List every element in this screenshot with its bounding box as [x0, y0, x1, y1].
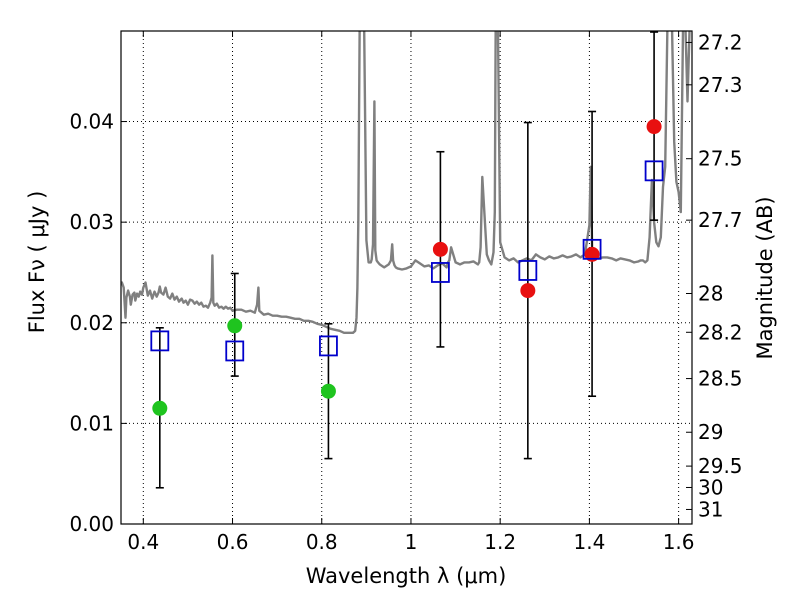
y-tick-label: 0.00 — [69, 512, 114, 536]
x-tick-label: 1.2 — [484, 530, 516, 554]
model-square-point — [150, 330, 170, 352]
observed-circle-point — [432, 241, 448, 257]
mag-tick-label: 27.3 — [698, 73, 743, 97]
model-square-point — [644, 160, 664, 182]
x-tick-label: 1.4 — [573, 530, 605, 554]
y-tick-label: 0.02 — [69, 311, 114, 335]
mag-tick-label: 27.2 — [698, 30, 743, 54]
observed-circle-point — [227, 318, 243, 334]
x-tick-label: 0.6 — [217, 530, 249, 554]
model-square-point — [225, 340, 245, 362]
mag-tick-label: 30 — [698, 475, 723, 499]
mag-tick-label: 29.5 — [698, 454, 743, 478]
model-square-point — [319, 335, 338, 357]
x-tick-label: 1.6 — [663, 530, 695, 554]
observed-circle-point — [646, 119, 662, 135]
model-square-point — [582, 238, 602, 260]
model-square-point — [518, 260, 538, 281]
mag-tick-label: 29 — [698, 420, 723, 444]
y-tick-label: 0.01 — [69, 411, 114, 435]
axis-ticks: 0.4 0.6 0.8 1 1.2 1.4 1.6 0.00 0.01 0.02 0.03 0.04 2… — [69, 30, 742, 554]
mag-tick-label: 31 — [698, 497, 723, 521]
x-tick-label: 1 — [405, 530, 418, 554]
mag-tick-label: 28.5 — [698, 367, 743, 391]
mag-tick-label: 28.2 — [698, 320, 743, 344]
y-axis-right-label: Magnitude (AB) — [753, 196, 777, 359]
mag-tick-label: 27.5 — [698, 147, 743, 171]
observed-circle-point — [320, 383, 336, 399]
x-axis-label: Wavelength λ (μm) — [306, 564, 507, 588]
spectrum-line — [121, 31, 691, 334]
model-square-point — [431, 262, 450, 283]
observed-circle-point — [520, 283, 536, 299]
y-axis-label: Flux Fν ( μJy ) — [25, 191, 49, 334]
mag-tick-label: 27.7 — [698, 208, 743, 232]
y-tick-label: 0.03 — [69, 210, 114, 234]
mag-tick-label: 28 — [698, 282, 723, 306]
axes-frame — [120, 30, 693, 525]
grid-lines — [121, 31, 692, 524]
y-tick-label: 0.04 — [69, 110, 114, 134]
observed-circle-point — [152, 400, 168, 416]
observed-circle-point — [584, 246, 600, 262]
x-tick-label: 0.8 — [306, 530, 338, 554]
plot-area — [121, 31, 691, 489]
x-tick-label: 0.4 — [127, 530, 159, 554]
